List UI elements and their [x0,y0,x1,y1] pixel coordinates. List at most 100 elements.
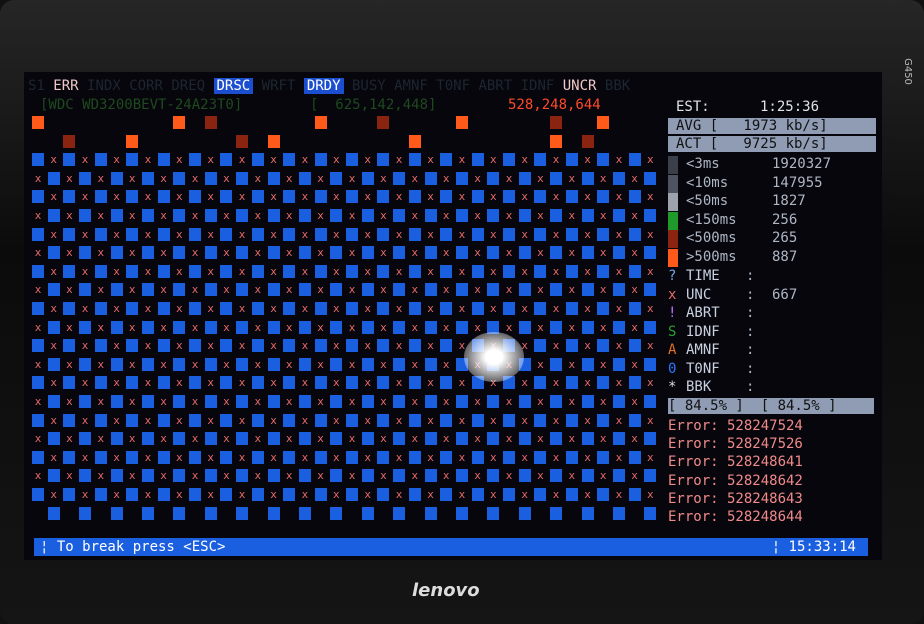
block [518,432,531,446]
block [550,171,563,185]
block [581,506,594,520]
block [628,153,641,167]
unc-mark: x [97,209,105,222]
block [314,376,327,390]
unc-mark: x [427,264,434,278]
flag-abrt: ABRT [478,78,513,94]
unc-mark: x [223,209,230,222]
error-log-entry: Error: 528248641 [668,454,803,471]
block [110,320,123,334]
unc-mark: x [191,209,199,222]
block [173,246,186,260]
unc-mark: x [427,190,434,204]
block [471,450,484,464]
unc-mark: x [285,432,293,446]
block [141,320,154,334]
unc-mark: x [301,450,309,464]
unc-mark: x [317,246,324,260]
block [518,320,531,334]
block [204,506,217,520]
unc-mark: x [34,320,42,334]
block [173,283,186,297]
unc-mark: x [113,227,120,241]
block [440,264,453,278]
unc-mark: x [380,469,387,483]
unc-mark: x [489,413,497,427]
unc-mark: x [223,432,230,446]
unc-mark: x [97,432,105,446]
unc-mark: x [458,339,466,353]
block [330,246,343,260]
error-symbol: S [668,323,677,340]
latency-swatch [668,174,678,193]
block [251,190,264,204]
latency-swatch [668,230,678,248]
block [283,413,296,427]
block [251,450,264,464]
unc-mark: x [144,153,152,167]
block [393,246,406,260]
unc-mark: x [552,376,560,390]
block [361,283,374,297]
unc-mark: x [144,450,152,464]
block [440,488,453,501]
unc-mark: x [175,227,183,241]
unc-mark: x [175,413,183,427]
block [471,227,484,241]
unc-mark: x [97,469,105,483]
block [220,153,233,167]
unc-mark: x [489,264,497,278]
unc-mark: x [584,376,591,390]
unc-mark: x [348,320,356,334]
slow-block [455,116,468,129]
block [32,190,44,204]
block [393,209,406,222]
block [79,506,92,520]
block [94,376,107,390]
unc-mark: x [615,339,623,353]
unc-mark: x [646,339,654,353]
unc-mark: x [442,209,450,222]
unc-mark: x [442,357,450,371]
block [251,302,264,315]
error-log-entry: Error: 528247524 [668,418,803,434]
block [471,264,484,278]
unc-mark: x [599,469,607,483]
block [157,190,170,204]
block [141,283,154,297]
unc-mark: x [427,302,434,315]
unc-mark: x [458,227,466,241]
unc-mark: x [364,413,371,427]
flag-drsc: DRSC [213,78,254,94]
block [330,209,343,222]
unc-mark: x [270,339,277,353]
unc-mark: x [615,302,623,315]
block [236,506,249,520]
block [440,413,453,427]
unc-mark: x [521,264,528,278]
unc-mark: x [66,209,73,222]
unc-mark: x [223,246,230,260]
unc-mark: x [238,339,246,353]
block [581,469,594,483]
block [110,395,123,408]
block [236,171,249,185]
unc-mark: x [442,469,450,483]
error-symbol: A [668,342,677,358]
block [173,469,186,483]
block [157,376,170,390]
unc-mark: x [552,488,560,501]
unc-mark: x [113,376,120,390]
block [597,339,610,353]
model-label: G450 [901,58,913,85]
unc-mark: x [50,450,57,464]
slow-block [581,134,594,148]
block [455,209,468,222]
block [550,357,563,371]
progress-indicator: [ 84.5% ] [ 84.5% ] [668,398,874,414]
unc-mark: x [395,413,403,427]
unc-mark: x [646,450,654,464]
unc-mark: x [568,283,576,297]
unc-mark: x [474,469,481,483]
